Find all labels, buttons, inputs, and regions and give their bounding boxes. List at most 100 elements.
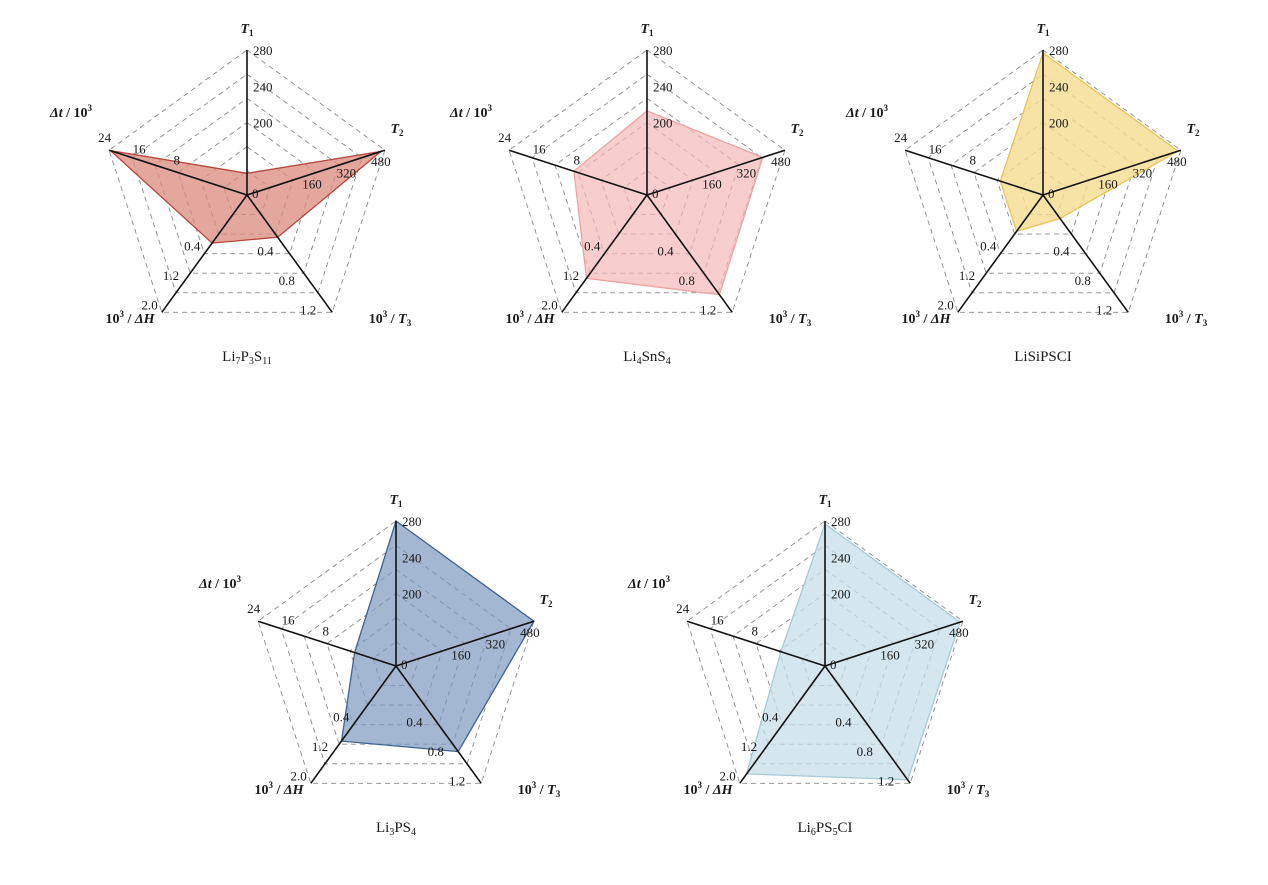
label-part: 10 [1165,312,1179,327]
label-part: T [389,493,399,508]
tick-label: 480 [949,625,969,640]
label-part: 3 [985,789,990,799]
tick-label: 0.8 [679,273,695,288]
tick-label: 0.8 [428,744,444,759]
tick-label: 16 [133,141,147,156]
tick-label: 8 [574,153,581,168]
label-part: / 10 [859,106,884,121]
axis-spoke [508,149,648,196]
axis-label-t1: T1 [389,493,403,509]
label-part: 6 [811,827,816,838]
tick-label: 2.0 [291,768,307,783]
tick-label: 320 [1133,165,1153,180]
grid-ring [531,73,763,294]
axis-label-t2: T2 [790,122,804,138]
label-part: T [390,122,400,137]
label-part: 10 [947,783,961,798]
label-part: T [547,783,557,798]
tick-label: 480 [1167,154,1187,169]
axis-spoke [395,665,482,784]
axis-label-t2: T2 [1186,122,1200,138]
tick-label: 280 [402,514,422,529]
tick-label: 240 [653,79,673,94]
label-part: T [1186,122,1196,137]
label-part: LiSiPSCI [1014,349,1072,365]
label-part: / [1183,312,1194,327]
label-part: PS [816,820,833,836]
chart-caption: Li6PS5CI [797,820,852,838]
tick-label: 8 [323,624,330,639]
tick-label: 0.4 [257,244,274,259]
axis-spoke [246,149,386,196]
label-part: 3 [407,318,412,328]
tick-label: 2.0 [720,768,736,783]
tick-label: 0.4 [584,239,601,254]
label-part: / 10 [641,577,666,592]
axis-label-t1: T1 [240,22,254,38]
label-part: 3 [556,789,561,799]
tick-label: 160 [451,648,471,663]
label-part: / [787,312,798,327]
axis-label-t3: 103 / T3 [769,309,812,328]
label-part: Δt [49,106,64,121]
tick-label: 24 [894,130,908,145]
axis-label-delta-t: Δt / 103 [627,574,671,592]
axis-spoke [310,665,397,784]
axis-label-delta-t: Δt / 103 [449,103,493,121]
tick-label: 1.2 [878,773,894,788]
axis-spoke [824,665,911,784]
tick-label: 0.8 [279,273,295,288]
label-part: / 10 [63,106,88,121]
label-part: 3 [807,318,812,328]
label-part: 1 [398,499,403,509]
tick-label: 240 [831,550,851,565]
label-part: T [1036,22,1046,37]
tick-label: 0.4 [184,239,201,254]
label-part: Li [376,820,389,836]
tick-label: 8 [970,153,977,168]
tick-label: 320 [915,636,935,651]
tick-label: 8 [752,624,759,639]
tick-label: 1.2 [163,268,179,283]
tick-label: 2.0 [142,297,158,312]
label-part: Li [797,820,810,836]
label-part: 4 [411,827,416,838]
grid-ring [686,520,964,784]
label-part: 1 [649,28,654,38]
axis-label-t3: 103 / T3 [947,780,990,799]
label-part: 3 [488,103,493,113]
axis-label-delta-t: Δt / 103 [49,103,93,121]
label-part: / [920,312,931,327]
data-polygon [745,522,961,781]
radar-chart: 0 200 240 280 160 320 480 0.4 0.8 1.2 0.4 1.2 2.0 8 16… [449,22,812,367]
tick-label: 280 [653,43,673,58]
tick-label: 280 [1049,43,1069,58]
tick-label: 0.8 [1075,273,1091,288]
label-part: 4 [666,356,671,367]
tick-label: 0.4 [835,715,852,730]
tick-label: 200 [653,116,673,131]
grid-ring [508,49,786,313]
axis-spoke [395,620,535,667]
label-part: 3 [249,356,254,367]
label-part: ΔH [930,312,952,327]
axis-spoke [257,620,397,667]
tick-label: 0.4 [762,710,779,725]
tick-label: 2.0 [938,297,954,312]
label-part: Li [222,349,235,365]
label-part: 3 [383,309,388,319]
grid-ring [108,49,386,313]
axis-label-t3: 103 / T3 [1165,309,1208,328]
label-part: 10 [518,783,532,798]
grid-ring [326,592,466,726]
tick-label: 320 [486,636,506,651]
label-part: 10 [254,783,268,798]
label-part: T [798,312,808,327]
axis-label-delta-h: 103 / ΔH [105,309,155,327]
data-polygon [573,110,764,296]
label-part: 7 [236,356,241,367]
axis-label-delta-t: Δt / 103 [198,574,242,592]
tick-label: 480 [371,154,391,169]
label-part: 1 [1045,28,1050,38]
label-part: Δt [627,577,642,592]
